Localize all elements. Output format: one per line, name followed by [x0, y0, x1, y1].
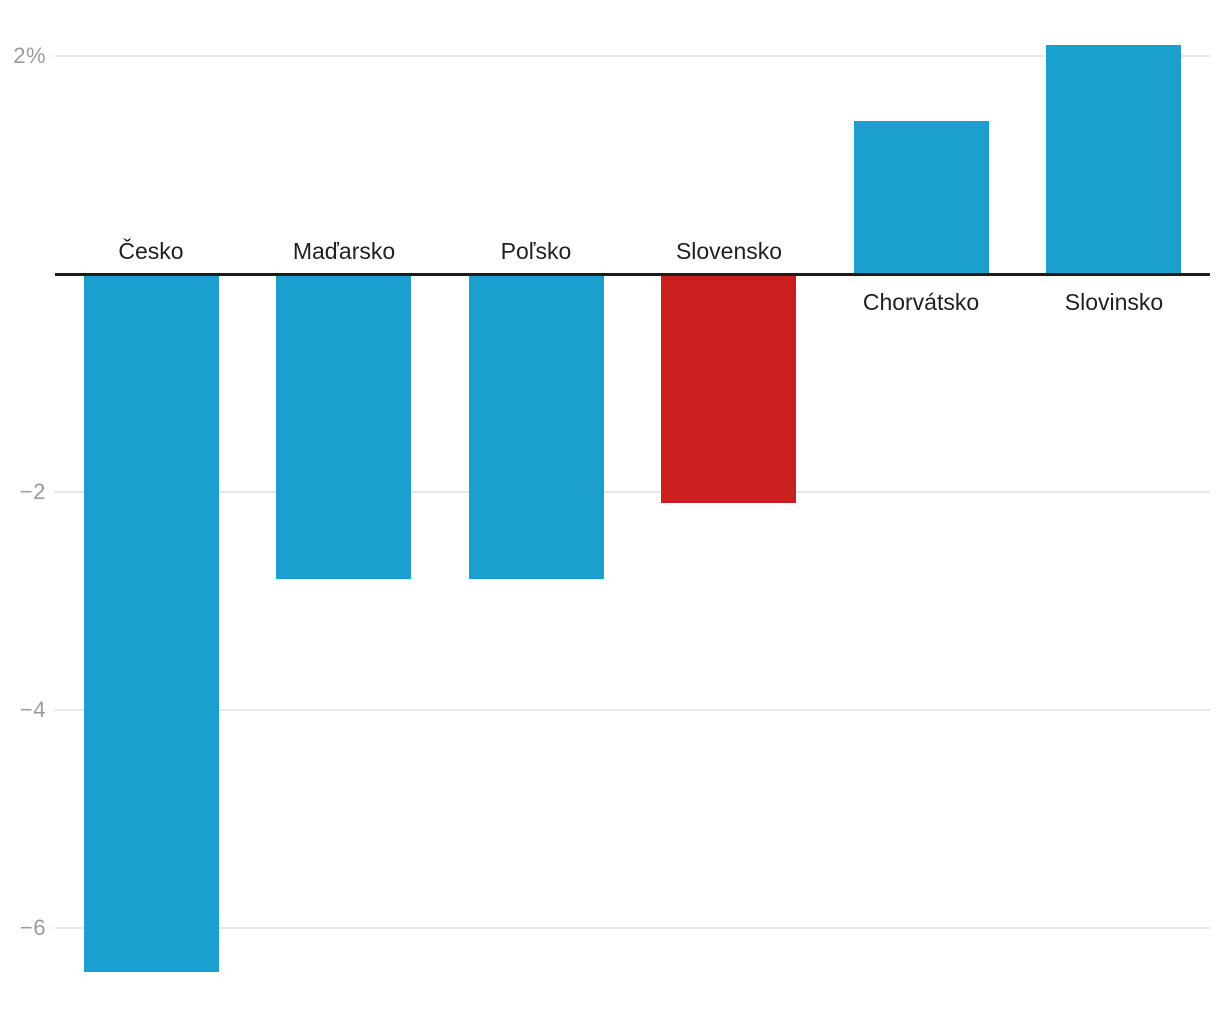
category-label: Slovensko	[675, 238, 783, 264]
y-gridline	[55, 709, 1210, 711]
category-label: Poľsko	[500, 238, 572, 264]
category-label: Maďarsko	[292, 238, 396, 264]
bar[interactable]	[661, 274, 796, 503]
bar[interactable]	[469, 274, 604, 579]
x-axis-zero-line	[55, 273, 1210, 276]
bar[interactable]	[1046, 45, 1181, 274]
y-gridline	[55, 55, 1210, 57]
y-axis-tick-label: −4	[19, 697, 46, 722]
bar[interactable]	[854, 121, 989, 274]
y-gridline	[55, 491, 1210, 493]
category-label: Česko	[118, 238, 184, 264]
y-axis-tick-label: −6	[19, 915, 46, 940]
y-axis-tick-label: 2%	[13, 43, 46, 68]
category-label: Slovinsko	[1064, 289, 1164, 315]
bar[interactable]	[276, 274, 411, 579]
y-axis-tick-label: −2	[19, 479, 46, 504]
y-gridline	[55, 927, 1210, 929]
category-label: Chorvátsko	[862, 289, 980, 315]
bar[interactable]	[84, 274, 219, 972]
